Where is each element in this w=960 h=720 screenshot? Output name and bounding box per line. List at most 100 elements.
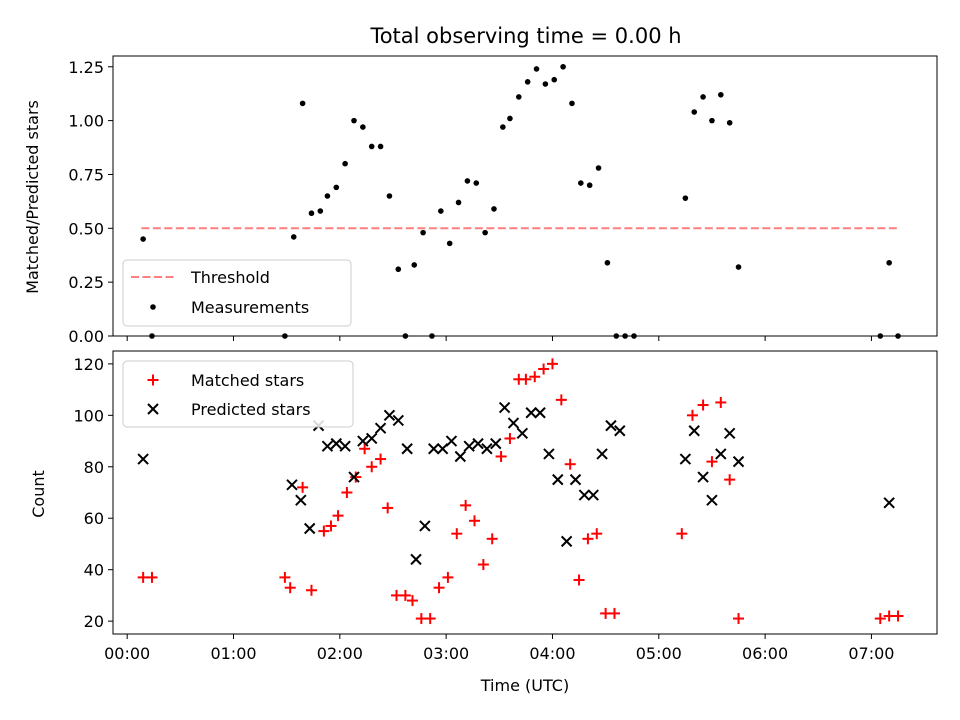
matched-point — [341, 487, 353, 498]
predicted-point — [883, 497, 895, 509]
x-tick-label: 07:00 — [848, 644, 894, 663]
matched-point — [332, 510, 344, 522]
predicted-point — [723, 427, 736, 440]
matched-point — [442, 571, 454, 583]
x-tick-label: 03:00 — [423, 644, 469, 663]
bottom-legend: Matched stars Predicted stars — [122, 360, 354, 428]
matched-point — [608, 607, 620, 619]
predicted-point — [525, 407, 537, 419]
predicted-point — [498, 401, 511, 414]
y-tick-label: 0.50 — [68, 219, 104, 238]
measurement-point — [551, 76, 558, 83]
matched-point — [424, 613, 436, 625]
matched-point — [477, 559, 489, 571]
legend-box — [122, 259, 352, 327]
legend-measurement-swatch — [150, 304, 156, 310]
y-tick-label: 1.25 — [68, 58, 104, 77]
measurement-point — [333, 184, 340, 191]
predicted-point — [321, 440, 334, 452]
predicted-point — [715, 448, 727, 460]
matched-point — [520, 373, 532, 385]
matched-point — [433, 582, 445, 594]
measurement-point — [411, 262, 418, 268]
measurement-point — [420, 229, 426, 236]
matched-point — [495, 450, 507, 462]
measurement-point — [351, 117, 357, 124]
matched-point — [305, 584, 317, 596]
predicted-point — [392, 414, 405, 427]
measurement-point — [735, 264, 742, 270]
matched-point — [591, 528, 603, 540]
measurement-point — [524, 79, 531, 85]
matched-point — [504, 432, 516, 444]
measurement-point — [515, 94, 522, 100]
predicted-point — [706, 494, 718, 506]
predicted-point — [330, 437, 342, 450]
matched-point — [697, 399, 709, 411]
matched-point — [686, 409, 698, 421]
measurement-point — [368, 143, 375, 150]
measurement-point — [500, 124, 506, 130]
y-tick-label: 0.00 — [68, 327, 104, 346]
top-axis-ticks: 0.00 0.25 0.50 0.75 1.00 1.25 — [68, 58, 872, 346]
predicted-point — [366, 432, 378, 445]
measurement-point — [533, 66, 540, 72]
measurement-point — [140, 236, 146, 242]
bottom-plot-area — [137, 358, 904, 625]
predicted-point — [614, 425, 626, 437]
measurement-point — [569, 100, 575, 107]
matched-point — [460, 499, 472, 511]
measurement-point — [360, 124, 366, 130]
top-y-axis-label: Matched/Predicted stars — [23, 100, 42, 294]
x-tick-label: 06:00 — [742, 644, 788, 663]
matched-point — [874, 613, 886, 625]
measurement-point — [542, 81, 549, 87]
y-tick-label: 40 — [84, 561, 104, 580]
matched-point — [676, 528, 688, 540]
matched-point — [366, 461, 378, 473]
top-plot-area — [140, 63, 901, 339]
legend-box — [122, 360, 354, 428]
predicted-point — [605, 419, 617, 432]
predicted-point — [472, 437, 484, 450]
predicted-point — [569, 473, 582, 486]
top-legend: Threshold Measurements — [122, 259, 352, 327]
matched-point — [468, 515, 480, 527]
matched-point — [555, 394, 567, 406]
matched-point — [399, 589, 411, 601]
predicted-point — [454, 450, 467, 463]
legend-predicted-label: Predicted stars — [191, 400, 311, 419]
measurement-point — [491, 206, 497, 212]
predicted-point — [374, 422, 387, 434]
measurement-point — [299, 100, 306, 107]
measurement-point — [507, 115, 513, 122]
matched-point — [715, 396, 727, 408]
measurement-point — [473, 180, 480, 186]
bottom-plot-frame — [112, 350, 938, 635]
matched-point — [546, 358, 558, 370]
predicted-point — [679, 453, 692, 465]
matched-point — [382, 502, 394, 514]
measurement-point — [578, 180, 584, 186]
measurement-point — [726, 119, 733, 126]
x-tick-label: 04:00 — [529, 644, 575, 663]
chart-title: Total observing time = 0.00 h — [369, 24, 681, 48]
predicted-point — [419, 520, 431, 532]
predicted-point — [587, 489, 599, 501]
predicted-point — [552, 473, 564, 486]
legend-matched-label: Matched stars — [191, 371, 304, 390]
predicted-point — [286, 479, 298, 491]
predicted-point — [596, 448, 608, 460]
y-tick-label: 100 — [73, 406, 104, 425]
measurement-point — [560, 63, 566, 70]
matched-point — [359, 443, 371, 455]
measurement-point — [718, 91, 724, 98]
matched-point — [733, 613, 745, 625]
bottom-y-axis-label: Count — [29, 470, 48, 518]
predicted-point — [507, 417, 520, 429]
y-tick-label: 120 — [73, 355, 104, 374]
predicted-point — [463, 440, 475, 452]
predicted-point — [516, 427, 529, 440]
predicted-point — [688, 425, 700, 437]
